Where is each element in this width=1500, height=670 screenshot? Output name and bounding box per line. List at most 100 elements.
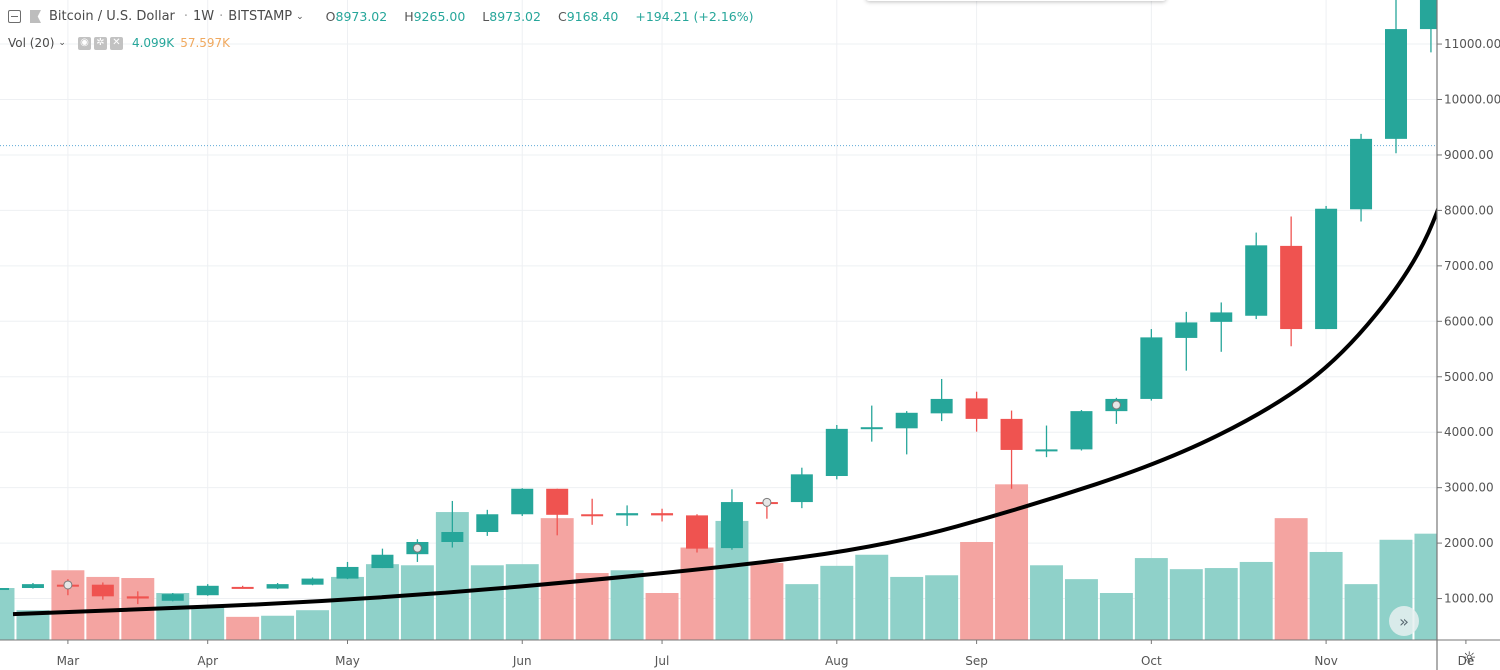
candle-body: [0, 588, 9, 591]
volume-bar: [191, 606, 225, 640]
candle-body: [161, 594, 184, 601]
candle: [686, 514, 708, 553]
candle-body: [441, 532, 464, 542]
low-value: 8973.02: [489, 9, 541, 24]
candle-body: [231, 586, 254, 589]
interval[interactable]: 1W: [193, 9, 215, 24]
exchange[interactable]: BITSTAMP: [228, 9, 293, 24]
symbol-name[interactable]: Bitcoin / U.S. Dollar: [49, 9, 175, 24]
candle-body: [1315, 208, 1338, 330]
candle: [441, 500, 464, 548]
candle: [790, 467, 813, 509]
volume-legend: Vol (20) ⌄ ◉ ✲ ✕ 4.099K 57.597K: [8, 36, 230, 50]
candle: [91, 582, 114, 600]
event-marker: [1111, 400, 1121, 410]
time-tick-label: Mar: [57, 654, 80, 668]
candle: [1140, 329, 1163, 401]
candle: [1350, 133, 1373, 222]
candle-body: [546, 488, 569, 515]
volume-bar: [331, 576, 364, 640]
candle: [371, 548, 394, 569]
candle: [126, 591, 149, 605]
event-marker: [412, 543, 422, 553]
candle-body: [1280, 245, 1303, 330]
volume-bar: [1204, 568, 1238, 640]
time-tick-label: Sep: [965, 654, 988, 668]
candle-body: [581, 514, 604, 517]
close-icon[interactable]: ✕: [109, 36, 123, 50]
candle-body: [336, 566, 359, 579]
volume-bar: [575, 573, 609, 640]
candle-body: [1245, 245, 1268, 316]
volume-bar: [610, 570, 644, 640]
candle: [1000, 410, 1023, 489]
candle-body: [930, 398, 953, 414]
volume-label[interactable]: Vol (20): [8, 36, 55, 50]
candle: [1070, 410, 1093, 451]
candle-body: [196, 585, 219, 596]
price-tick-label: 9000.00: [1444, 148, 1494, 162]
candle: [161, 593, 184, 602]
price-tick-label: 1000.00: [1444, 592, 1494, 606]
scroll-to-realtime-button[interactable]: »: [1389, 606, 1419, 636]
volume-bar: [226, 616, 260, 640]
candle: [1210, 302, 1233, 352]
candlesticks: [0, 0, 1442, 605]
collapse-legend-icon[interactable]: [8, 10, 21, 23]
volume-bar: [820, 565, 854, 640]
candle: [231, 585, 254, 589]
candle: [336, 561, 359, 580]
candle-body: [965, 398, 988, 419]
time-axis[interactable]: Mar Apr May Jun Jul Aug Sep Oct Nov De: [0, 639, 1500, 670]
candle: [0, 588, 9, 591]
chevron-down-icon[interactable]: ⌄: [58, 38, 66, 48]
candle-body: [720, 502, 743, 549]
volume-bar: [680, 547, 714, 640]
price-tick-label: 4000.00: [1444, 425, 1494, 439]
candle: [616, 505, 639, 526]
volume-value: 4.099K: [131, 36, 175, 50]
candle: [651, 508, 674, 522]
price-tick-label: 11000.00: [1444, 37, 1500, 51]
settings-icon[interactable]: ☼: [1462, 648, 1477, 667]
candle-body: [686, 515, 708, 549]
volume-bar: [750, 563, 784, 640]
price-axis[interactable]: 1000.00 2000.00 3000.00 4000.00 5000.00 6000.…: [1436, 0, 1500, 670]
eye-icon[interactable]: ◉: [77, 36, 91, 50]
candle-body: [860, 427, 883, 430]
flag-icon[interactable]: [30, 10, 41, 23]
candle: [860, 405, 883, 442]
price-axis-bg: [1437, 0, 1500, 670]
candle: [546, 488, 569, 536]
candle-body: [895, 412, 918, 429]
candle-body: [651, 513, 674, 516]
candle: [196, 584, 219, 596]
candle-body: [1385, 29, 1407, 139]
separator: ·: [183, 9, 189, 24]
open-value: 8973.02: [335, 9, 388, 24]
time-tick-label: May: [335, 654, 360, 668]
candle: [1385, 0, 1407, 154]
candle: [56, 579, 79, 596]
volume-bar: [540, 518, 574, 640]
price-tick-label: 2000.00: [1444, 536, 1494, 550]
price-tick-label: 10000.00: [1444, 93, 1500, 107]
volume-bar: [0, 588, 15, 640]
time-tick-label: Nov: [1314, 654, 1337, 668]
separator: ·: [219, 9, 224, 24]
gear-icon[interactable]: ✲: [93, 36, 107, 50]
chevron-down-icon[interactable]: ⌄: [296, 11, 304, 22]
symbol-legend: Bitcoin / U.S. Dollar · 1W · BITSTAMP ⌄ …: [8, 9, 767, 24]
volume-bar: [890, 576, 924, 640]
time-tick-label: Jul: [654, 654, 669, 668]
high-value: 9265.00: [413, 9, 466, 24]
candle-body: [371, 554, 394, 569]
volume-bar: [925, 575, 959, 640]
candle-body: [825, 428, 848, 477]
volume-bar: [855, 554, 889, 640]
low-label: L: [482, 9, 490, 24]
volume-bar: [1134, 558, 1168, 640]
price-tick-label: 8000.00: [1444, 203, 1494, 217]
candle-body: [1140, 337, 1163, 399]
